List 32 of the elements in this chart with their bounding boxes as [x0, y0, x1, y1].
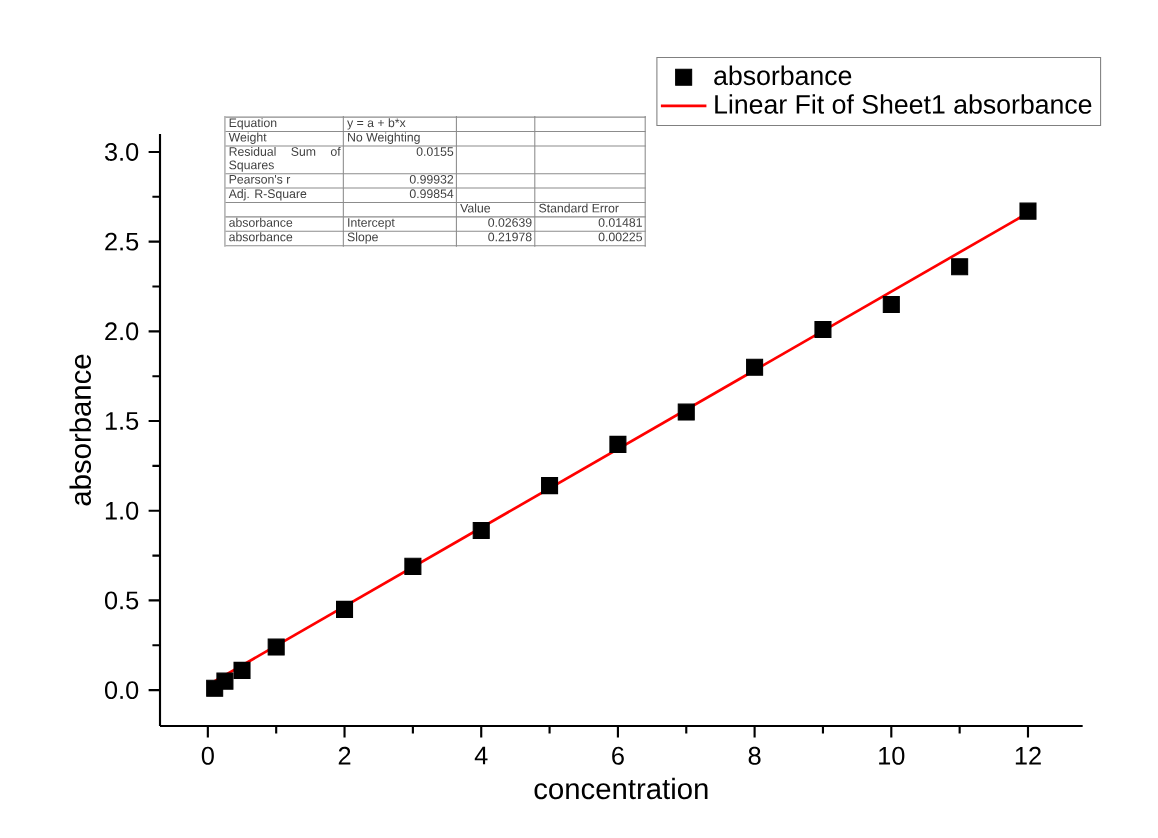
y-tick-label: 1.5	[105, 412, 139, 430]
y-tick-label: 0.5	[104, 591, 139, 610]
point	[216, 672, 234, 690]
x-tick-label: 0	[201, 746, 214, 765]
legend-label: absorbance	[714, 65, 852, 86]
point	[541, 477, 559, 495]
x-tick-label: 10	[879, 746, 905, 765]
point	[1019, 202, 1037, 220]
y-tick-label: 1.0	[105, 501, 139, 520]
x-tick-label: 2	[338, 746, 351, 765]
point	[233, 661, 251, 679]
point	[951, 258, 969, 276]
point	[472, 521, 490, 539]
x-tick-label: 4	[474, 746, 488, 765]
legend-label: Linear Fit of Sheet1 absorbance	[715, 94, 1092, 114]
y-tick-label: 2.0	[105, 322, 139, 341]
point	[609, 435, 627, 453]
y-axis-title: absorbance	[69, 354, 92, 506]
x-axis-title: concentration	[534, 777, 708, 800]
y-tick-label: 2.5	[105, 232, 139, 251]
point	[677, 403, 695, 421]
x-tick-label: 12	[1015, 746, 1041, 765]
point	[814, 321, 832, 339]
point	[746, 358, 764, 376]
point	[336, 600, 354, 618]
point	[267, 638, 285, 656]
x-tick-label: 8	[748, 746, 761, 765]
y-tick-label: 0.0	[104, 681, 139, 700]
y-tick-label: 3.0	[104, 142, 139, 161]
point	[882, 295, 900, 313]
point	[404, 557, 422, 575]
x-tick-label: 6	[612, 746, 624, 765]
